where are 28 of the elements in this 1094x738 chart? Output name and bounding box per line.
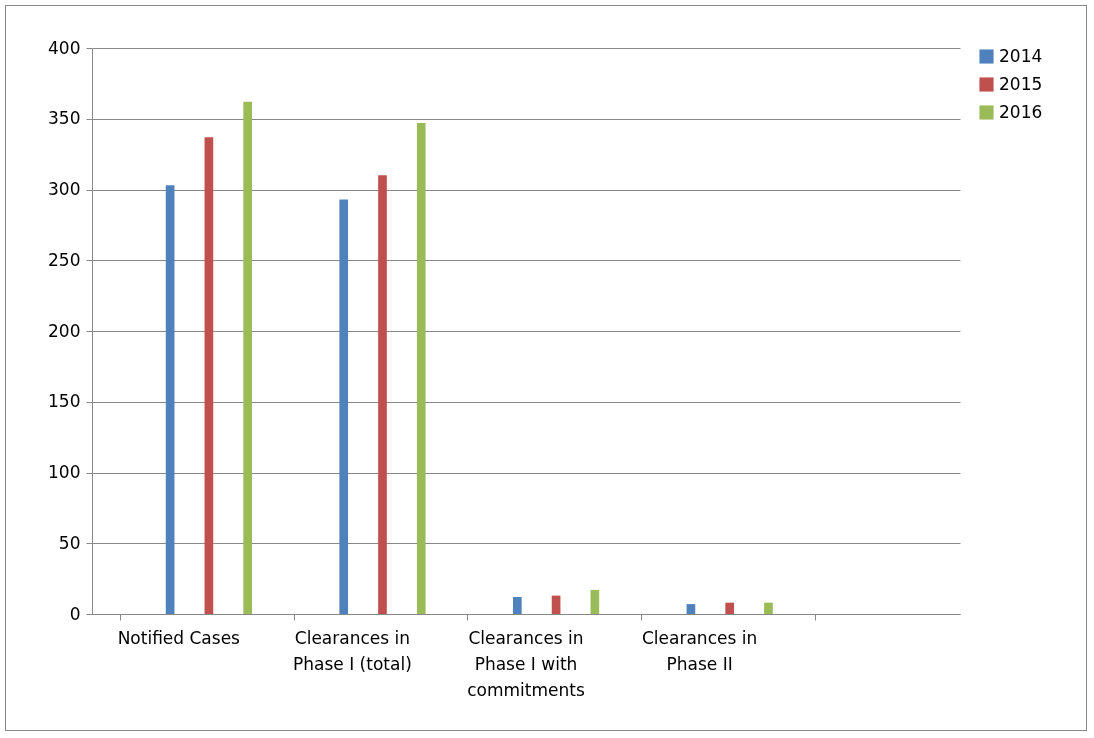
x-tick-label: Clearances in Phase II	[641, 627, 758, 674]
bar	[512, 597, 522, 614]
y-tick-label: 100	[48, 462, 81, 482]
bar	[243, 101, 252, 614]
y-tick-label: 350	[48, 108, 81, 129]
bar	[378, 175, 387, 614]
bar	[416, 122, 426, 614]
x-tick-label: Clearances in Phase I (total)	[293, 627, 412, 674]
y-tick-label: 400	[48, 37, 81, 58]
legend-label: 2016	[999, 101, 1043, 122]
bar	[204, 137, 214, 614]
y-tick-label: 50	[58, 532, 81, 553]
bar	[725, 602, 735, 614]
legend-label: 2015	[999, 73, 1043, 94]
bar	[764, 602, 773, 614]
x-tick-label: Notified Cases	[117, 627, 241, 648]
bar	[339, 199, 349, 614]
y-tick-label: 200	[48, 320, 81, 341]
x-tick-label: Clearances in Phase I with commitments	[467, 627, 585, 700]
bar	[551, 595, 561, 614]
y-tick-label: 300	[48, 179, 81, 199]
legend-label: 2014	[999, 45, 1043, 66]
y-tick-label: 250	[48, 249, 81, 270]
y-tick-label: 0	[69, 603, 81, 624]
bar	[686, 604, 696, 614]
bar	[165, 185, 175, 614]
bar	[590, 589, 600, 614]
y-tick-label: 150	[48, 391, 81, 412]
